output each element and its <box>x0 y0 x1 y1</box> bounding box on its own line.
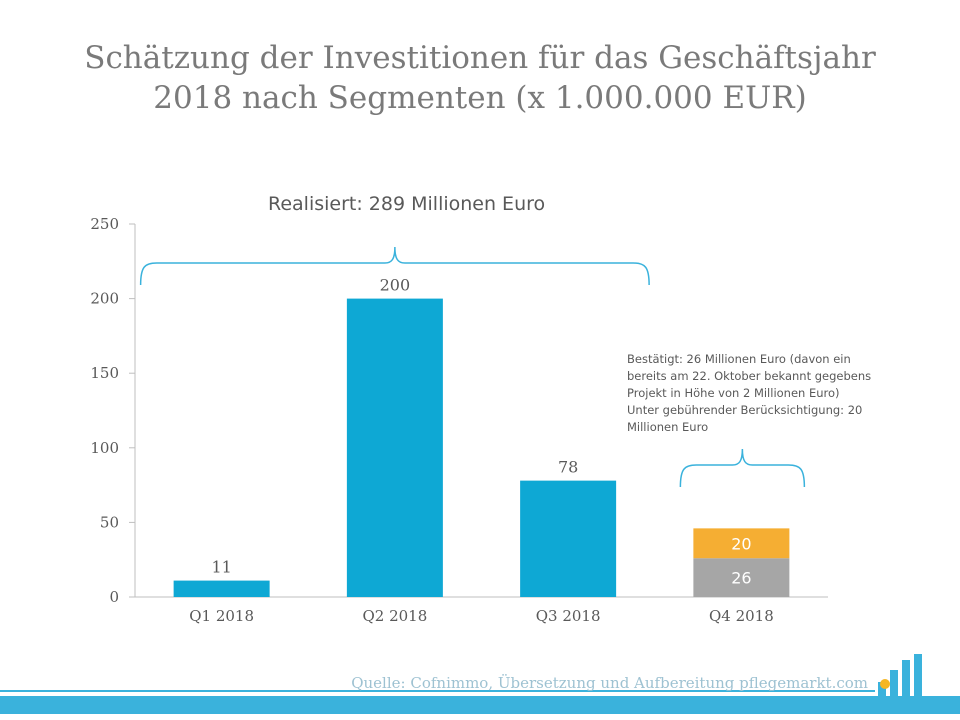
q4-brace <box>679 448 806 488</box>
bar-value-label: 78 <box>558 458 578 477</box>
footer-divider <box>0 690 875 692</box>
bar-value-label: 200 <box>380 276 411 295</box>
segment-value-label: 26 <box>731 569 751 588</box>
source-note: Quelle: Cofnimmo, Übersetzung und Aufber… <box>351 674 868 692</box>
y-tick-label: 200 <box>90 290 119 308</box>
y-tick-label: 250 <box>90 215 119 233</box>
chart-title-line-1: Schätzung der Investitionen für das Gesc… <box>84 40 876 76</box>
q4-annotation-line: Projekt in Höhe von 2 Millionen Euro) <box>627 386 840 400</box>
q4-annotation-line: Millionen Euro <box>627 420 709 434</box>
y-tick-label: 150 <box>90 364 119 382</box>
y-tick-label: 50 <box>100 513 119 531</box>
y-tick-label: 100 <box>90 439 119 457</box>
x-axis-categories: Q1 2018 Q2 2018 Q3 2018 Q4 2018 <box>189 607 774 625</box>
segment-value-label: 20 <box>731 534 751 553</box>
x-category-label: Q1 2018 <box>189 607 254 625</box>
realized-brace <box>139 246 650 286</box>
chart-title: Schätzung der Investitionen für das Gesc… <box>40 38 920 118</box>
x-category-label: Q4 2018 <box>709 607 774 625</box>
footer-bar <box>0 696 960 714</box>
y-tick-label: 0 <box>109 588 119 606</box>
x-category-label: Q3 2018 <box>536 607 601 625</box>
bar <box>520 480 617 597</box>
stacked-bar-segment <box>693 558 790 597</box>
q4-annotation-line: bereits am 22. Oktober bekannt gegebens <box>627 369 872 383</box>
bar-value-label: 11 <box>211 558 231 577</box>
braces <box>139 246 806 488</box>
chart-title-line-2: 2018 nach Segmenten (x 1.000.000 EUR) <box>153 80 807 116</box>
x-category-label: Q2 2018 <box>362 607 427 625</box>
brand-logo-icon <box>878 654 922 714</box>
bar <box>346 298 443 597</box>
bars: 11 200 78 26 20 <box>173 276 790 597</box>
q4-annotation-line: Bestätigt: 26 Millionen Euro (davon ein <box>627 352 851 366</box>
bar <box>173 580 270 597</box>
q4-annotation: Bestätigt: 26 Millionen Euro (davon ein … <box>627 351 881 436</box>
stacked-bar-segment <box>693 528 790 559</box>
realized-annotation: Realisiert: 289 Millionen Euro <box>268 193 546 215</box>
y-axis-ticks: 0 50 100 150 200 250 <box>90 215 135 606</box>
q4-annotation-line: Unter gebührender Berücksichtigung: 20 <box>627 403 863 417</box>
